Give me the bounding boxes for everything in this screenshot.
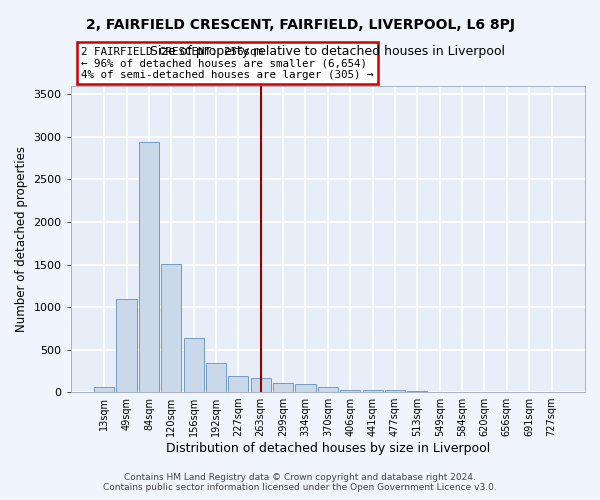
X-axis label: Distribution of detached houses by size in Liverpool: Distribution of detached houses by size …	[166, 442, 490, 455]
Bar	[206, 363, 226, 392]
Bar	[295, 384, 316, 392]
Bar	[273, 382, 293, 392]
Bar	[139, 142, 159, 392]
Bar	[251, 378, 271, 392]
Title: Size of property relative to detached houses in Liverpool: Size of property relative to detached ho…	[151, 46, 505, 59]
Bar	[229, 376, 248, 392]
Bar	[161, 264, 181, 392]
Bar	[362, 390, 383, 392]
Text: 2, FAIRFIELD CRESCENT, FAIRFIELD, LIVERPOOL, L6 8PJ: 2, FAIRFIELD CRESCENT, FAIRFIELD, LIVERP…	[86, 18, 515, 32]
Bar	[184, 338, 203, 392]
Bar	[318, 388, 338, 392]
Bar	[340, 390, 360, 392]
Text: Contains HM Land Registry data © Crown copyright and database right 2024.
Contai: Contains HM Land Registry data © Crown c…	[103, 473, 497, 492]
Bar	[116, 298, 137, 392]
Bar	[385, 390, 405, 392]
Text: 2 FAIRFIELD CRESCENT: 256sqm
← 96% of detached houses are smaller (6,654)
4% of : 2 FAIRFIELD CRESCENT: 256sqm ← 96% of de…	[81, 46, 373, 80]
Y-axis label: Number of detached properties: Number of detached properties	[15, 146, 28, 332]
Bar	[94, 387, 114, 392]
